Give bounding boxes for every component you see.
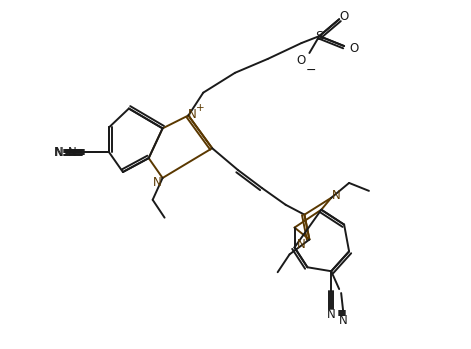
Text: N: N — [327, 309, 336, 321]
Text: O: O — [340, 10, 349, 23]
Text: N: N — [339, 314, 348, 327]
Text: O: O — [297, 54, 306, 67]
Text: N: N — [297, 238, 306, 251]
Text: +: + — [196, 103, 204, 112]
Text: −: − — [306, 64, 317, 77]
Text: N: N — [153, 177, 162, 190]
Text: N: N — [55, 146, 64, 159]
Text: S: S — [315, 30, 323, 43]
Text: O: O — [349, 42, 359, 54]
Text: N: N — [54, 146, 63, 159]
Text: N: N — [188, 108, 197, 121]
Text: N: N — [332, 189, 341, 202]
Text: N: N — [68, 146, 77, 159]
